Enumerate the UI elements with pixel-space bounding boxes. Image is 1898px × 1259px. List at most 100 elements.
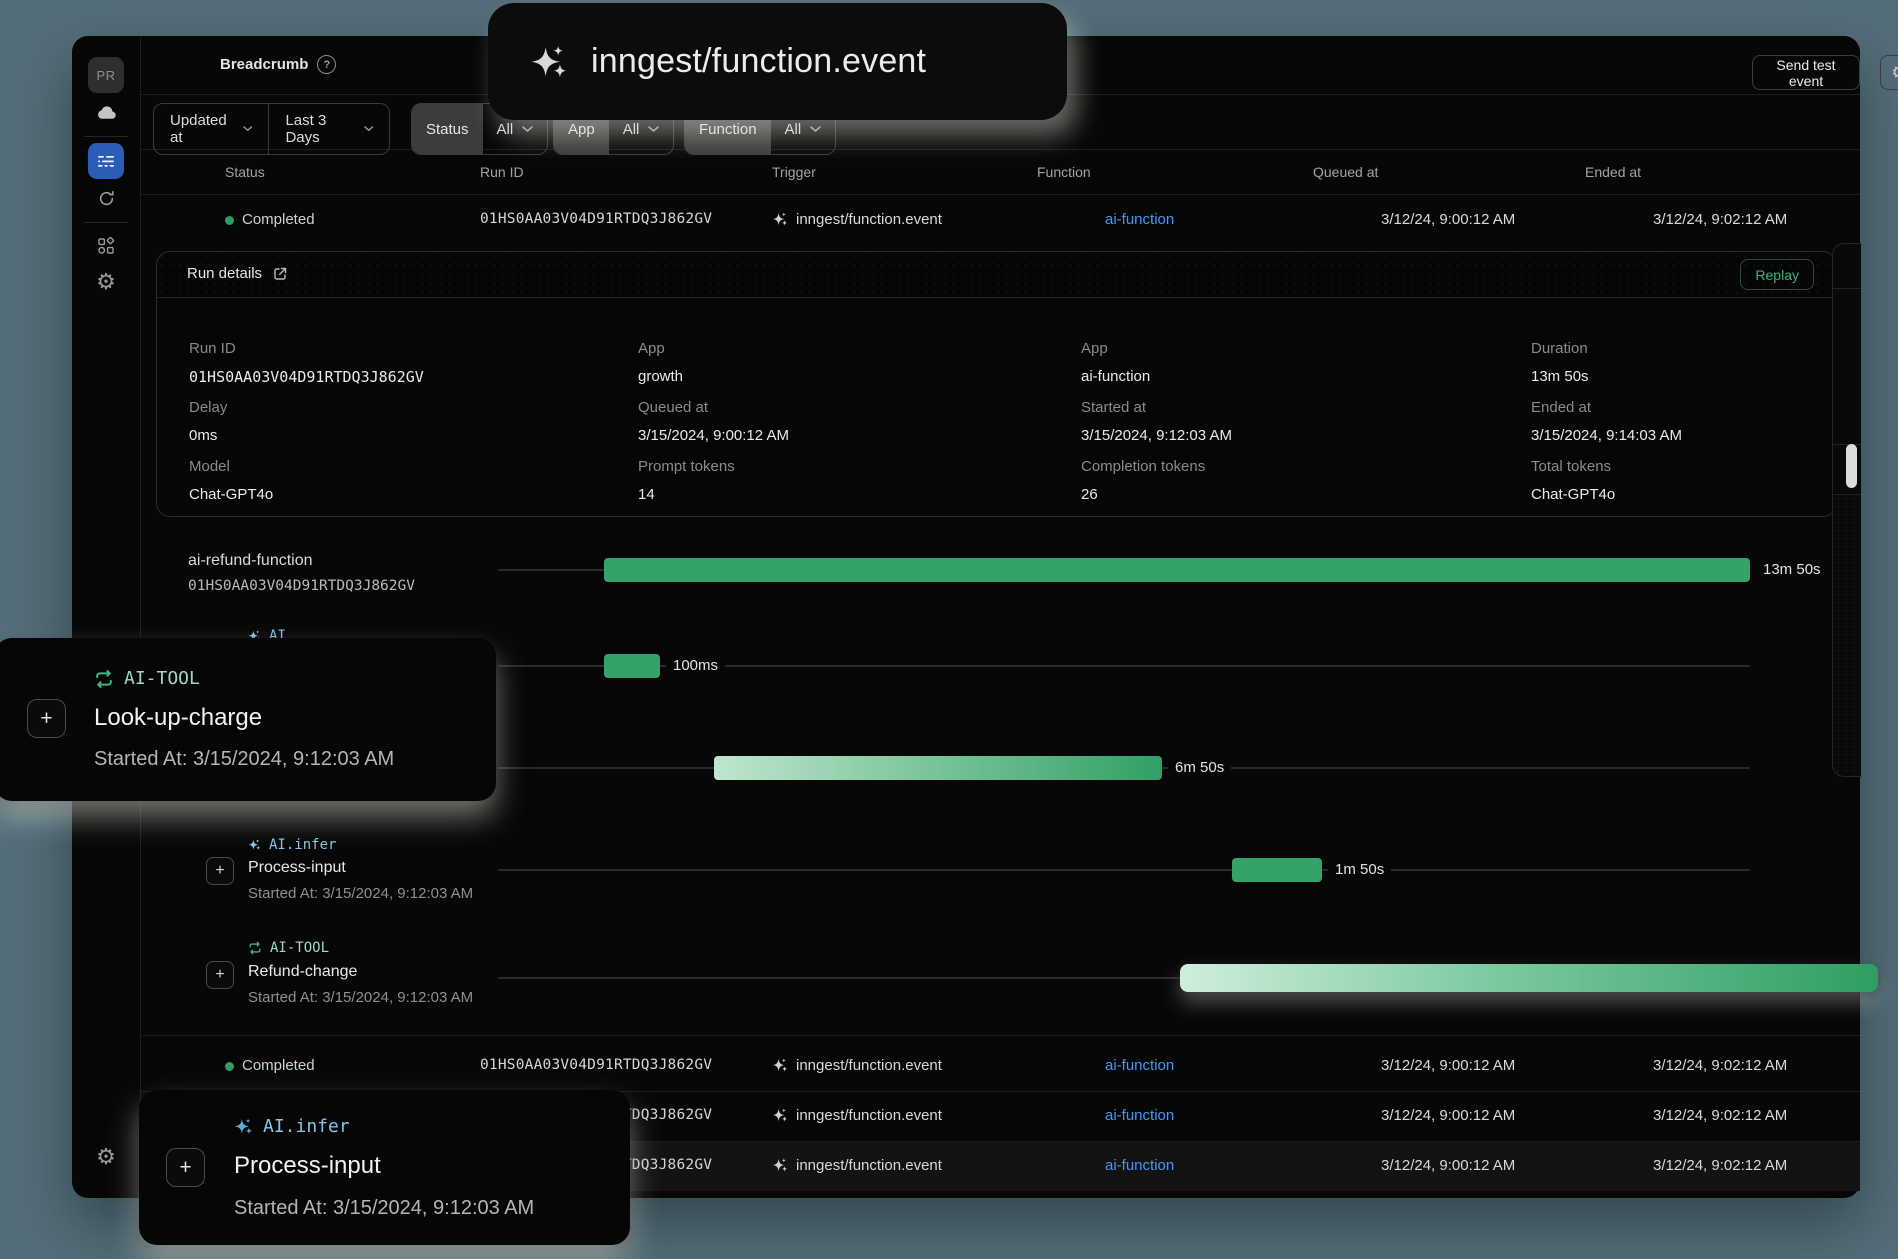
help-icon[interactable]: ?	[317, 55, 337, 74]
field-app-growth: App growth	[638, 340, 1058, 385]
trace-bar-step4[interactable]	[1180, 964, 1878, 992]
sidebar-divider	[84, 222, 128, 223]
field-queued-at: Queued at 3/15/2024, 9:00:12 AM	[638, 399, 789, 444]
sidebar-item-runs-selected[interactable]	[88, 143, 124, 179]
runs-list-icon	[97, 155, 114, 167]
expand-step-button[interactable]: +	[206, 961, 234, 989]
trace-track	[498, 665, 1750, 667]
trace-bar-step1[interactable]	[604, 654, 660, 678]
run-id-cell: 01HS0AA03V04D91RTDQ3J862GV	[480, 1057, 713, 1073]
external-link-icon[interactable]	[272, 266, 288, 282]
ended-at-cell: 3/12/24, 9:02:12 AM	[1653, 1157, 1788, 1174]
divider	[140, 194, 1860, 195]
sidebar-item-settings[interactable]: ⚙	[72, 269, 140, 295]
field-app-ai-function: App ai-function	[1081, 340, 1501, 385]
date-range-dropdown[interactable]: Last 3 Days	[268, 104, 389, 154]
queued-at-cell: 3/12/24, 9:00:12 AM	[1381, 1057, 1516, 1074]
trace-step-tag-ai-infer: AI.infer	[248, 837, 336, 853]
function-filter-value: All	[784, 120, 802, 138]
chevron-down-icon	[243, 126, 253, 132]
trace-step-tag-ai-tool: AI-TOOL	[248, 940, 329, 956]
replay-button[interactable]: Replay	[1740, 259, 1814, 290]
trace-bar-root[interactable]	[604, 558, 1750, 582]
loop-tool-icon	[96, 669, 112, 688]
trace-root-name[interactable]: ai-refund-function	[188, 552, 313, 569]
side-drawer-sliver[interactable]	[1832, 243, 1861, 777]
function-link[interactable]: ai-function	[1105, 1107, 1175, 1124]
status-filter-label: Status	[412, 104, 483, 154]
field-started-at: Started at 3/15/2024, 9:12:03 AM	[1081, 399, 1232, 444]
filter-bar	[140, 94, 1860, 150]
col-header-queued-at: Queued at	[1313, 164, 1379, 180]
trace-bar-step2[interactable]	[714, 756, 1162, 780]
field-run-id: Run ID 01HS0AA03V04D91RTDQ3J862GV	[189, 340, 424, 386]
expand-step-button[interactable]: +	[206, 857, 234, 885]
table-row[interactable]: Completed 01HS0AA03V04D91RTDQ3J862GV inn…	[140, 195, 1860, 245]
sidebar: PR ⚙ ⚙	[72, 36, 141, 1198]
gear-icon: ⚙	[96, 269, 116, 294]
function-link[interactable]: ai-function	[1105, 211, 1175, 228]
sort-by-value: Updated at	[170, 112, 227, 146]
function-link[interactable]: ai-function	[1105, 1057, 1175, 1074]
field-model: Model Chat-GPT4o	[189, 458, 274, 503]
sidebar-item-settings-bottom[interactable]: ⚙	[72, 1144, 140, 1170]
trigger-cell: inngest/function.event	[772, 1157, 942, 1174]
divider	[1833, 288, 1861, 289]
sidebar-item-cloud[interactable]	[72, 99, 140, 125]
run-id-cell: 01HS0AA03V04D91RTDQ3J862GV	[480, 211, 713, 227]
trigger-cell: inngest/function.event	[772, 211, 942, 228]
status-filter[interactable]: Status All	[411, 103, 549, 155]
sidebar-item-apps[interactable]	[72, 234, 140, 258]
trace-root-run-id: 01HS0AA03V04D91RTDQ3J862GV	[188, 578, 415, 594]
gear-icon: ⚙	[1891, 63, 1898, 83]
sort-filter[interactable]: Updated at Last 3 Days	[153, 103, 390, 155]
run-details-panel: Run details Replay Run ID 01HS0AA03V04D9…	[156, 251, 1837, 517]
app-filter-dropdown[interactable]: All	[609, 121, 674, 138]
card-step-started: Started At: 3/15/2024, 9:12:03 AM	[94, 748, 395, 770]
trace-bar-step3[interactable]	[1232, 858, 1322, 882]
sidebar-divider	[84, 136, 128, 137]
field-delay: Delay 0ms	[189, 399, 228, 444]
event-sparkle-icon	[531, 45, 567, 77]
chevron-down-icon	[522, 125, 533, 132]
loop-tool-icon	[249, 941, 261, 955]
expand-step-button[interactable]: +	[27, 699, 66, 738]
divider	[140, 1141, 1860, 1142]
expand-step-button[interactable]: +	[166, 1148, 205, 1187]
card-step-title: Look-up-charge	[94, 704, 263, 731]
app-filter-value: All	[622, 120, 640, 138]
breadcrumb-label: Breadcrumb	[220, 56, 309, 73]
function-link[interactable]: ai-function	[1105, 1157, 1175, 1174]
sidebar-item-sync[interactable]	[72, 186, 140, 210]
divider	[140, 1091, 1860, 1092]
event-tooltip-text: inngest/function.event	[591, 42, 927, 80]
event-sparkle-icon	[772, 1108, 788, 1122]
table-row[interactable]: Completed 01HS0AA03V04D91RTDQ3J862GV inn…	[140, 1041, 1860, 1091]
queued-at-cell: 3/12/24, 9:00:12 AM	[1381, 211, 1516, 228]
function-filter-dropdown[interactable]: All	[771, 121, 836, 138]
status-cell: Completed	[242, 211, 315, 228]
growth-link[interactable]: growth	[638, 368, 684, 385]
trace-step-title[interactable]: Process-input	[248, 859, 346, 876]
trigger-cell: inngest/function.event	[772, 1057, 942, 1074]
scrollbar-thumb[interactable]	[1846, 444, 1857, 488]
trace-duration-root: 13m 50s	[1756, 558, 1828, 582]
ended-at-cell: 3/12/24, 9:02:12 AM	[1653, 1107, 1788, 1124]
sort-by-dropdown[interactable]: Updated at	[154, 104, 268, 154]
trace-track	[498, 977, 1750, 979]
trace-duration-step1: 100ms	[666, 654, 726, 678]
refresh-icon	[99, 190, 114, 205]
field-total-tokens: Total tokens Chat-GPT4o	[1531, 458, 1616, 503]
trace-step-title[interactable]: Refund-change	[248, 963, 358, 980]
status-filter-dropdown[interactable]: All	[483, 121, 548, 138]
trigger-cell: inngest/function.event	[772, 1107, 942, 1124]
field-duration: Duration 13m 50s	[1531, 340, 1589, 385]
app-window: PR ⚙ ⚙	[72, 36, 1898, 1198]
ai-sparkle-icon	[234, 1118, 253, 1135]
settings-button[interactable]: ⚙	[1880, 55, 1898, 90]
send-test-event-button[interactable]: Send test event	[1752, 55, 1860, 90]
avatar[interactable]: PR	[88, 57, 124, 93]
ai-function-link[interactable]: ai-function	[1081, 368, 1151, 385]
status-cell: Completed	[242, 1057, 315, 1074]
ended-at-cell: 3/12/24, 9:02:12 AM	[1653, 1057, 1788, 1074]
